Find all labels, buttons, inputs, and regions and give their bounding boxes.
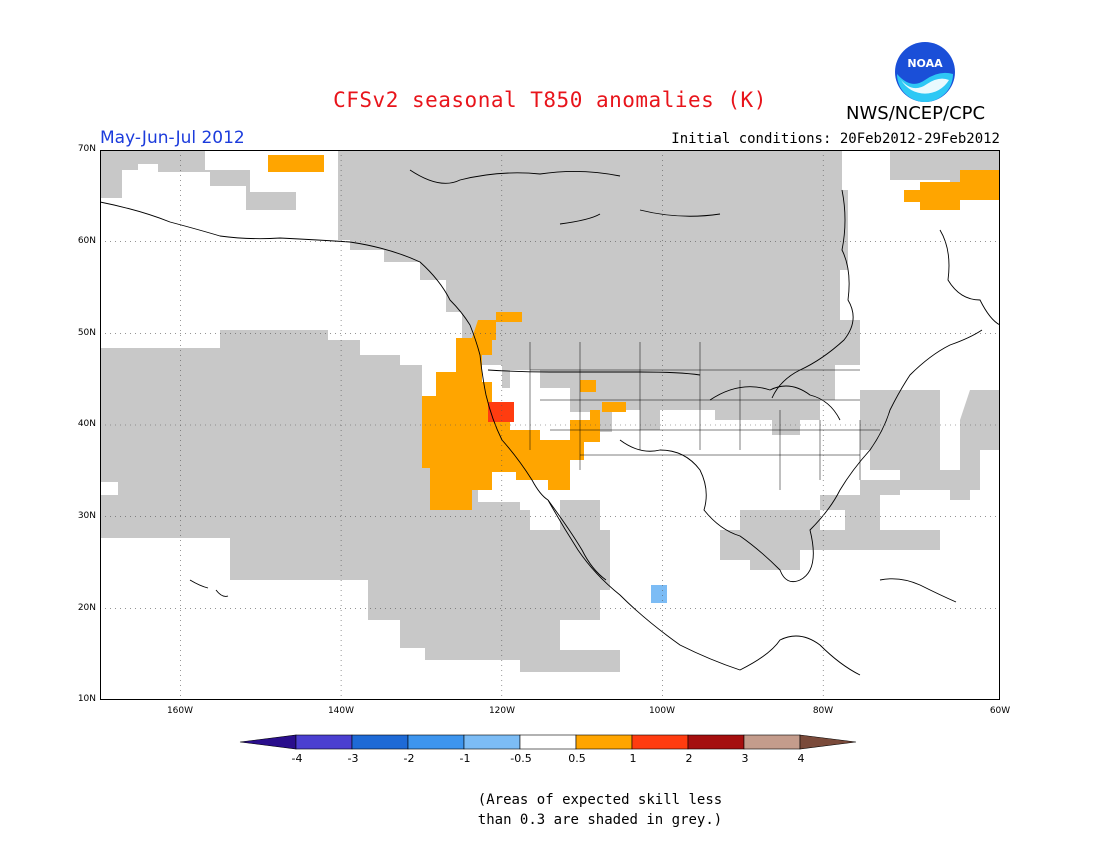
init-label: Initial conditions: (671, 131, 840, 147)
grid-lines (100, 150, 1000, 700)
colorbar-tick: 4 (797, 752, 805, 765)
colorbar-segment (743, 734, 801, 750)
colorbar-segment (407, 734, 465, 750)
forecast-period: May-Jun-Jul 2012 (100, 128, 245, 148)
state-borders (529, 342, 880, 490)
colorbar-tick: -2 (403, 752, 415, 765)
colorbar-tick: 1 (629, 752, 637, 765)
agency-label: NWS/NCEP/CPC (846, 103, 986, 124)
skill-note-line1: (Areas of expected skill less (477, 792, 723, 808)
lat-label: 40N (77, 419, 96, 429)
colorbar-segment (463, 734, 521, 750)
colorbar-segment (575, 734, 633, 750)
lon-label: 120W (488, 706, 516, 716)
lat-label: 10N (77, 694, 96, 704)
warm-anomaly (268, 155, 1000, 510)
init-range: 20Feb2012-29Feb2012 (839, 131, 1000, 147)
lat-label: 60N (77, 236, 96, 246)
colorbar-tick: 0.5 (568, 752, 586, 765)
colorbar-segment (799, 734, 857, 750)
anomaly-map (100, 150, 1000, 700)
colorbar-segment (351, 734, 409, 750)
lon-label: 140W (327, 706, 355, 716)
cool-anomaly (651, 585, 667, 603)
colorbar-segment (295, 734, 353, 750)
colorbar-tick: 3 (741, 752, 749, 765)
skill-mask (100, 150, 1000, 672)
lon-label: 160W (166, 706, 194, 716)
colorbar-segments (239, 734, 857, 750)
lat-label: 50N (77, 328, 96, 338)
colorbar-tick: -4 (291, 752, 303, 765)
colorbar (239, 734, 857, 750)
noaa-logo: NOAA (895, 42, 955, 102)
lat-label: 70N (77, 144, 96, 154)
chart-title: CFSv2 seasonal T850 anomalies (K) (333, 88, 767, 112)
colorbar-segment (687, 734, 745, 750)
lon-label: 60W (989, 706, 1011, 716)
lon-label: 80W (812, 706, 834, 716)
coastlines (100, 169, 1000, 676)
colorbar-tick: -3 (347, 752, 359, 765)
colorbar-tick: -1 (459, 752, 471, 765)
initial-conditions: Initial conditions: 20Feb2012-29Feb2012 (671, 131, 1000, 147)
colorbar-segment (631, 734, 689, 750)
lon-label: 100W (648, 706, 676, 716)
colorbar-tick: 2 (685, 752, 693, 765)
colorbar-segment (239, 734, 297, 750)
colorbar-segment (519, 734, 577, 750)
strong-warm-anomaly (488, 402, 514, 422)
colorbar-tick: -0.5 (510, 752, 532, 765)
logo-text: NOAA (907, 57, 943, 70)
lat-label: 20N (77, 603, 96, 613)
lat-label: 30N (77, 511, 96, 521)
skill-note-line2: than 0.3 are shaded in grey.) (477, 812, 723, 828)
